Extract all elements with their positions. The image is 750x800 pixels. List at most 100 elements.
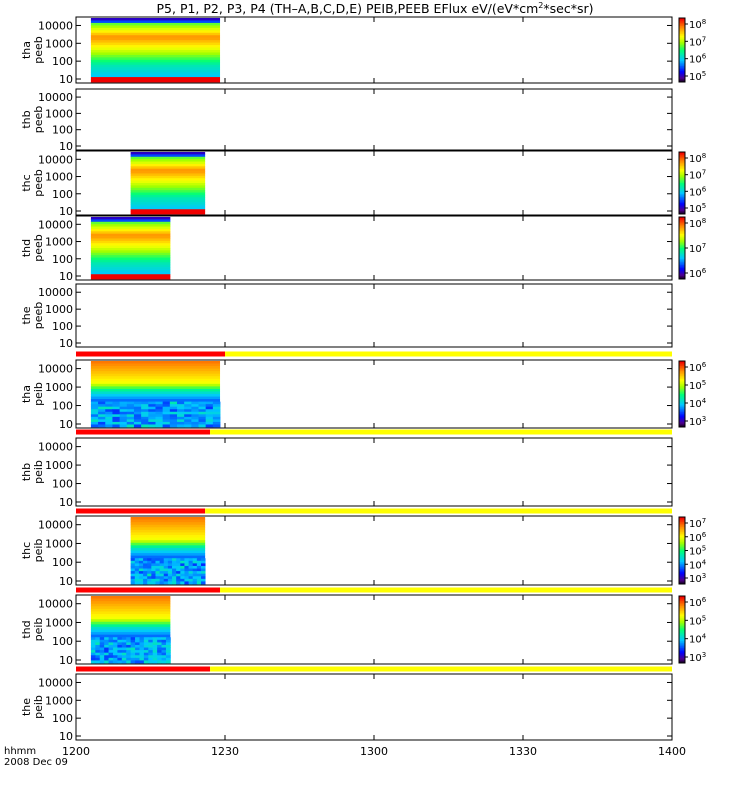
spectrogram-cell [108, 657, 114, 661]
colorbar-segment [679, 152, 685, 155]
spectrogram-cell [134, 573, 140, 577]
spectrogram-cell [112, 660, 118, 664]
mode-bar-yellow [210, 666, 672, 672]
spectrogram-cell [130, 644, 136, 648]
colorbar-segment [679, 18, 685, 21]
spectrogram-cell [141, 406, 149, 410]
spectrogram-cell [152, 650, 158, 654]
spectrogram-cell [108, 644, 114, 648]
panel-product-label: peeb [32, 106, 45, 134]
y-tick-label: 10 [59, 270, 73, 283]
y-tick-label: 10000 [38, 519, 73, 532]
spectrogram-cell [104, 652, 109, 656]
spectrogram-cell [117, 652, 123, 656]
colorbar-segment [679, 364, 685, 367]
spectrogram-cell [172, 563, 177, 567]
spectrogram-cell [159, 571, 165, 575]
spectrogram-cell [188, 560, 194, 564]
spectrogram-cell [151, 573, 156, 577]
spectrogram-cell [212, 411, 221, 415]
y-tick-label: 10 [59, 496, 73, 509]
colorbar-segment [679, 548, 685, 551]
spectrogram-cell [133, 409, 142, 413]
colorbar-segment [679, 637, 685, 641]
colorbar-segment [679, 629, 685, 632]
colorbar-segment [679, 375, 685, 378]
spectrogram-cell [157, 639, 162, 643]
colorbar-tick-label: 104 [689, 397, 707, 410]
colorbar-tick-label: 103 [689, 572, 706, 585]
spectrogram-row [90, 626, 171, 630]
spectrogram-cell [138, 565, 144, 569]
colorbar-segment [679, 553, 685, 557]
spectrogram-cell [200, 576, 206, 580]
spectrogram-row [130, 161, 206, 165]
panel-product-label: peib [32, 618, 45, 642]
spectrogram-cell [90, 639, 96, 643]
colorbar-segment [679, 649, 685, 652]
colorbar-segment [679, 661, 685, 664]
spectrogram-row [90, 376, 221, 380]
colorbar-segment [679, 167, 685, 170]
spectrogram-cell [134, 560, 140, 564]
spectrogram-cell [192, 571, 198, 575]
spectrogram-cell [184, 411, 192, 415]
colorbar-segment [679, 525, 685, 528]
spectrogram-cell [172, 560, 177, 564]
spectrogram-cell [134, 563, 140, 567]
spectrogram-cell [112, 424, 120, 428]
spectrogram-cell [192, 573, 198, 577]
spectrogram-cell [200, 565, 206, 569]
colorbar-segment [679, 201, 685, 204]
colorbar-segment [679, 402, 685, 405]
colorbar-segment [679, 243, 685, 246]
spectrogram-cell [157, 655, 162, 659]
panel-probe-label: thc [20, 542, 33, 559]
colorbar-segment [679, 261, 685, 264]
colorbar-segment [679, 607, 685, 610]
spectrogram-cell [184, 558, 189, 562]
colorbar-segment [679, 184, 685, 187]
spectrogram-cell [121, 647, 127, 651]
colorbar-segment [679, 597, 685, 600]
spectrogram-cell [155, 414, 164, 418]
spectrogram-cell [148, 650, 154, 654]
spectrogram-cell [138, 568, 144, 572]
spectrogram-cell [98, 414, 106, 418]
colorbar-segment [679, 40, 685, 43]
colorbar-segment [679, 54, 685, 57]
colorbar-segment [679, 642, 685, 646]
spectrogram-row [130, 163, 206, 167]
spectrogram-cell [105, 414, 113, 418]
spectrogram-row [130, 535, 206, 539]
spectrogram-cell [130, 565, 136, 569]
spectrogram-cell [126, 401, 135, 405]
spectrogram-cell [139, 639, 145, 643]
colorbar-segment [679, 380, 685, 383]
colorbar-segment [679, 162, 685, 165]
colorbar-segment [679, 385, 685, 388]
spectrogram-cell [138, 558, 144, 562]
spectrogram-cell [169, 416, 178, 420]
spectrogram-cell [112, 404, 120, 408]
colorbar-segment [679, 394, 685, 397]
spectrogram-cell [159, 578, 165, 582]
spectrogram-cell [184, 568, 189, 572]
colorbar-segment [679, 398, 685, 402]
spectrogram-cell [159, 573, 165, 577]
spectrogram-cell [126, 416, 135, 420]
colorbar-frame [678, 151, 686, 215]
colorbar-segment [679, 604, 685, 607]
spectrogram-cell [117, 650, 123, 654]
spectrogram-cell [176, 568, 181, 572]
colorbar-segment [679, 370, 685, 374]
spectrogram-cell [163, 581, 169, 585]
colorbar-segment [679, 172, 685, 175]
spectrogram-row [90, 45, 221, 48]
spectrogram-cell [162, 404, 171, 408]
colorbar-segment [679, 405, 685, 408]
spectrogram-cell [126, 637, 132, 641]
spectrogram-cell [176, 419, 185, 423]
spectrogram-cell [151, 558, 156, 562]
spectrogram-cell [165, 650, 171, 654]
